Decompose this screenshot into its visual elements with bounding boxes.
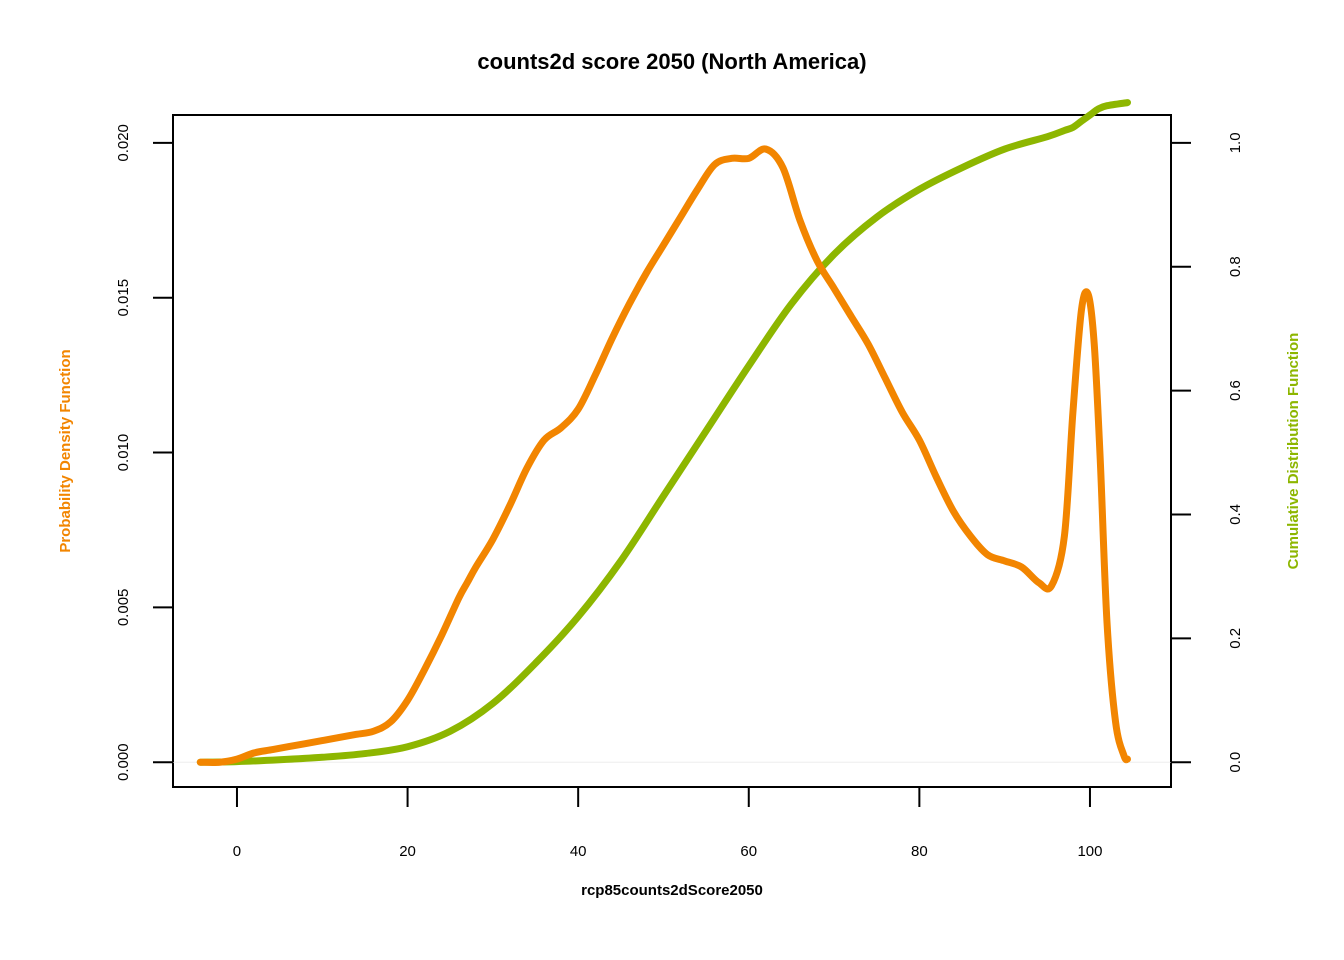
y-right-tick-label: 0.8 <box>1227 256 1244 277</box>
x-axis-label: rcp85counts2dScore2050 <box>581 882 763 899</box>
x-tick-label: 20 <box>399 843 416 860</box>
y-left-tick-label: 0.015 <box>115 279 132 317</box>
y-right-tick-label: 0.6 <box>1227 380 1244 401</box>
x-tick-label: 80 <box>911 843 928 860</box>
plot-area-frame <box>172 114 1172 788</box>
pdf-series-line <box>196 145 1131 766</box>
y-axis-label-right: Cumulative Distribution Function <box>1285 333 1302 570</box>
y-right-tick-label: 0.0 <box>1227 752 1244 773</box>
y-axis-label-left: Probability Density Function <box>57 349 74 552</box>
x-tick-label: 60 <box>740 843 757 860</box>
y-left-tick-label: 0.005 <box>115 589 132 627</box>
cdf-series-line <box>196 99 1131 766</box>
x-tick-label: 0 <box>233 843 241 860</box>
y-right-tick-label: 0.4 <box>1227 504 1244 525</box>
x-tick-label: 100 <box>1077 843 1102 860</box>
y-left-tick-label: 0.020 <box>115 124 132 162</box>
x-tick-label: 40 <box>570 843 587 860</box>
y-left-tick-label: 0.000 <box>115 743 132 781</box>
y-left-tick-label: 0.010 <box>115 434 132 472</box>
y-right-tick-label: 0.2 <box>1227 628 1244 649</box>
y-right-tick-label: 1.0 <box>1227 132 1244 153</box>
chart-title: counts2d score 2050 (North America) <box>477 49 866 74</box>
